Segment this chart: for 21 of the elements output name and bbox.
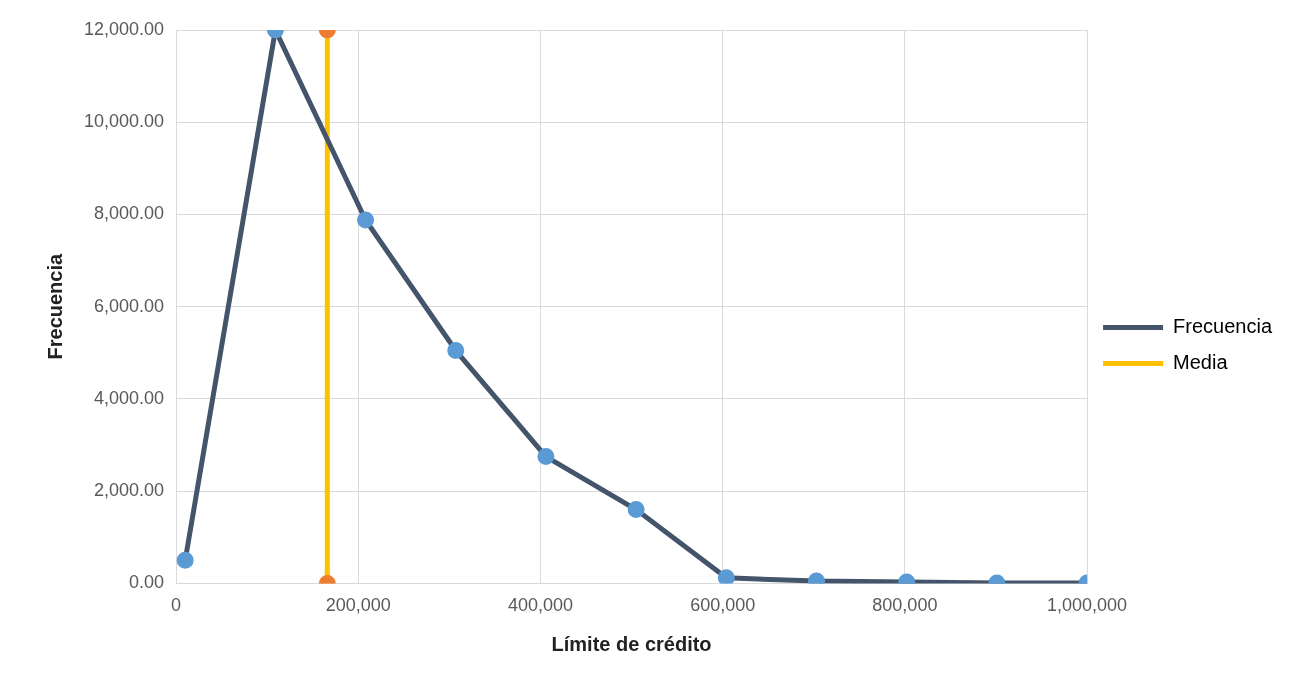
point xyxy=(357,211,375,229)
y-tick-label: 10,000.00 xyxy=(84,111,165,132)
point xyxy=(447,342,465,360)
x-tick-label: 200,000 xyxy=(325,595,391,616)
y-tick-label: 4,000.00 xyxy=(94,387,165,408)
y-tick-label: 0.00 xyxy=(129,572,165,593)
legend-label: Media xyxy=(1173,351,1229,374)
point xyxy=(717,569,735,584)
y-axis-title: Frecuencia xyxy=(43,253,66,360)
point xyxy=(537,448,555,466)
y-tick-label: 6,000.00 xyxy=(94,295,165,316)
x-tick-label: 600,000 xyxy=(690,595,756,616)
y-tick-label: 2,000.00 xyxy=(94,480,165,501)
y-tick-label: 8,000.00 xyxy=(94,203,165,224)
legend-label: Frecuencia xyxy=(1173,315,1273,338)
x-tick-label: 1,000,000 xyxy=(1047,595,1128,616)
x-tick-label: 800,000 xyxy=(872,595,938,616)
x-axis-title: Límite de crédito xyxy=(551,632,712,655)
y-tick-label: 12,000.00 xyxy=(84,18,165,39)
x-tick-label: 400,000 xyxy=(507,595,574,616)
x-tick-label: 0 xyxy=(171,595,182,616)
